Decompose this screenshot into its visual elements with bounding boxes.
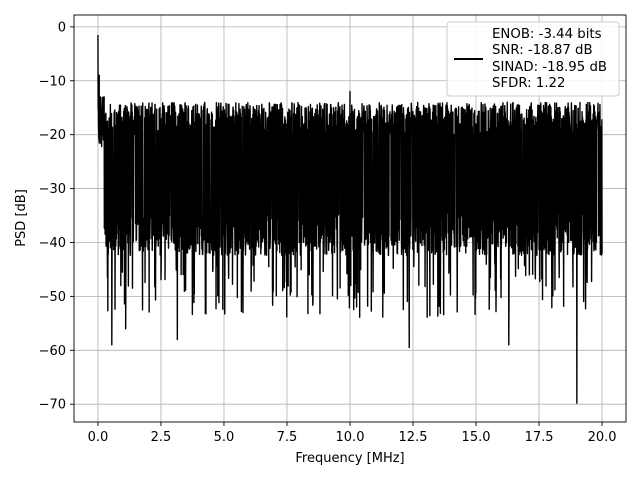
y-tick-label: −40 xyxy=(39,236,66,251)
x-tick-label: 5.0 xyxy=(214,430,235,445)
x-tick-label: 20.0 xyxy=(588,430,617,445)
x-tick-label: 15.0 xyxy=(462,430,491,445)
y-tick-label: 0 xyxy=(58,20,66,35)
x-tick-label: 0.0 xyxy=(88,430,109,445)
y-tick-label: −30 xyxy=(39,182,66,197)
y-tick-label: −50 xyxy=(39,290,66,305)
y-tick-label: −70 xyxy=(39,398,66,413)
x-tick-label: 17.5 xyxy=(525,430,554,445)
plot-area xyxy=(97,26,603,404)
y-axis-label: PSD [dB] xyxy=(14,189,29,247)
psd-series-line xyxy=(97,34,603,404)
legend-sfdr: SFDR: 1.22 xyxy=(492,76,565,91)
legend-box xyxy=(446,21,620,97)
x-tick-label: 7.5 xyxy=(277,430,298,445)
y-tick-label: −60 xyxy=(39,344,66,359)
legend: ENOB: -3.44 bits SNR: -18.87 dB SINAD: -… xyxy=(446,21,620,97)
legend-sinad: SINAD: -18.95 dB xyxy=(492,60,607,75)
x-axis-label: Frequency [MHz] xyxy=(295,451,404,466)
y-tick-label: −10 xyxy=(39,74,66,89)
x-tick-label: 2.5 xyxy=(151,430,172,445)
legend-enob: ENOB: -3.44 bits xyxy=(492,27,602,42)
legend-snr: SNR: -18.87 dB xyxy=(492,43,593,58)
x-tick-label: 10.0 xyxy=(336,430,365,445)
x-tick-label: 12.5 xyxy=(399,430,428,445)
y-tick-label: −20 xyxy=(39,128,66,143)
ticks: 0.0 2.5 5.0 7.5 10.0 12.5 15.0 17.5 20.0 0 −10 −20 −… xyxy=(39,20,617,445)
